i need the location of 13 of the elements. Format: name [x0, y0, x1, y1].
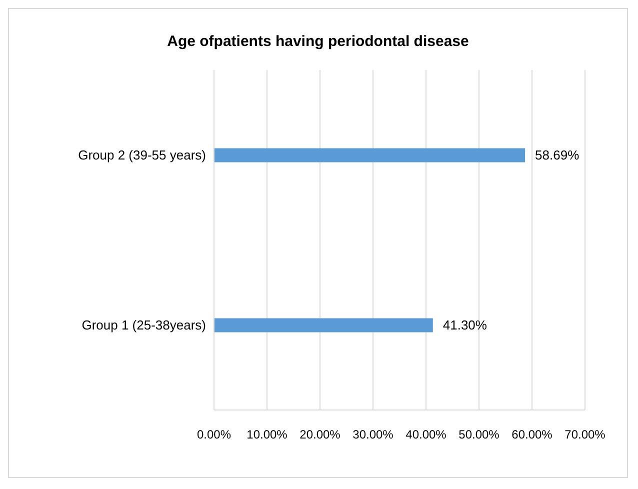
data-label: 41.30%: [442, 318, 488, 333]
x-tick-label: 0.00%: [196, 428, 232, 442]
y-tick-label: Group 1 (25-38years): [82, 318, 206, 333]
data-label: 58.69%: [535, 148, 580, 163]
x-tick-label: 30.00%: [352, 428, 394, 442]
x-tick-label: 70.00%: [564, 428, 606, 442]
x-tick-label: 10.00%: [246, 428, 288, 442]
chart-title: Age ofpatients having periodontal disease: [166, 33, 470, 50]
y-tick-label: Group 2 (39-55 years): [78, 148, 206, 163]
x-tick-label: 60.00%: [512, 428, 553, 442]
x-tick-label: 40.00%: [406, 428, 447, 442]
x-tick-label: 50.00%: [458, 428, 500, 442]
x-tick-label: 20.00%: [300, 428, 341, 442]
